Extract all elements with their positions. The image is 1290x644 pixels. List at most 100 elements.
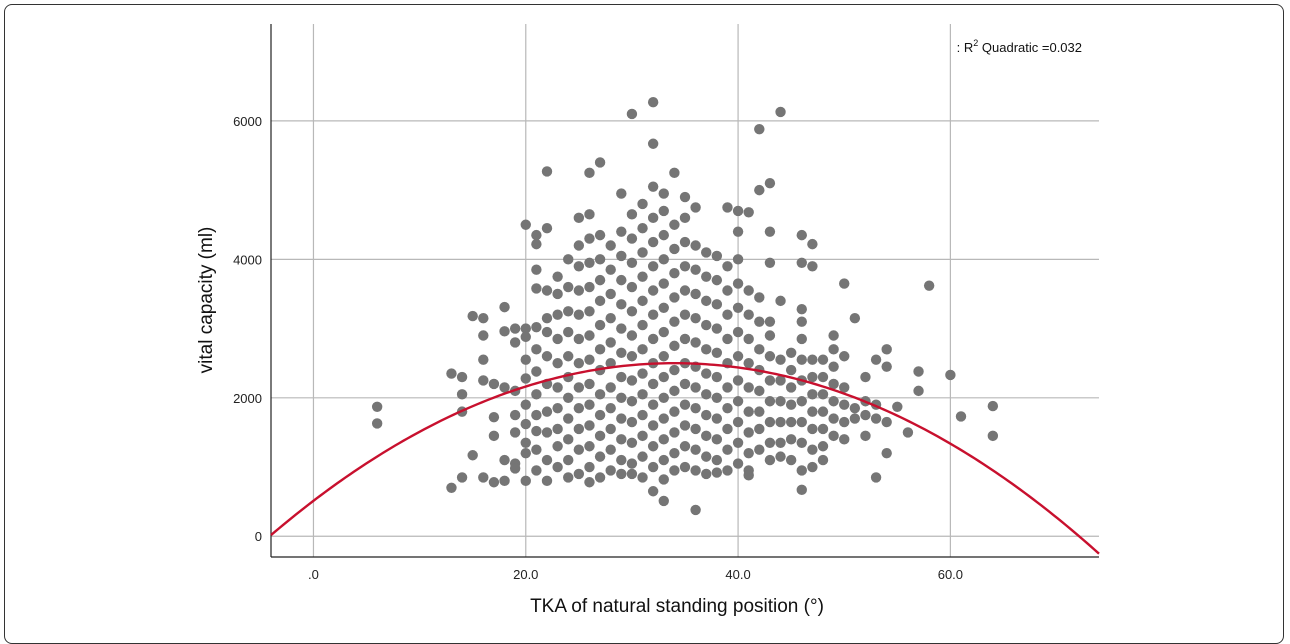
data-point: [743, 333, 754, 345]
data-point: [584, 257, 595, 269]
data-point: [647, 236, 659, 248]
data-point: [764, 226, 776, 237]
data-point: [732, 351, 744, 362]
data-point: [637, 344, 648, 355]
data-point: [839, 416, 850, 428]
data-point: [860, 371, 871, 383]
data-point: [584, 354, 595, 365]
data-point: [552, 333, 563, 345]
data-point: [626, 375, 638, 386]
data-point: [637, 389, 648, 400]
data-point: [616, 434, 627, 445]
tick-labels: .0 20.0 40.0 60.0 0 2000 4000 6000: [233, 114, 963, 582]
data-point: [669, 219, 680, 230]
data-point: [626, 306, 638, 317]
data-point: [701, 295, 712, 307]
data-point: [541, 406, 553, 417]
data-point: [754, 385, 765, 397]
data-point: [796, 303, 807, 315]
data-point: [913, 385, 924, 397]
x-tick-label: 40.0: [725, 567, 750, 582]
data-point: [669, 167, 680, 179]
data-point: [626, 458, 638, 469]
data-point: [870, 472, 882, 483]
data-point: [616, 274, 627, 286]
data-point: [743, 447, 754, 459]
data-point: [743, 427, 754, 438]
data-point: [647, 97, 659, 108]
data-point: [817, 423, 829, 435]
data-point: [637, 247, 648, 258]
data-point: [828, 413, 839, 424]
data-point: [743, 357, 754, 369]
data-point: [488, 477, 500, 488]
data-point: [669, 364, 680, 376]
data-point: [616, 454, 627, 466]
data-point: [509, 427, 521, 438]
data-point: [658, 474, 669, 485]
data-point: [690, 504, 701, 516]
data-point: [499, 301, 510, 313]
data-point: [637, 271, 648, 282]
data-point: [488, 411, 500, 423]
data-point: [839, 382, 850, 393]
data-point: [732, 278, 744, 289]
data-point: [849, 312, 861, 324]
data-point: [743, 309, 754, 320]
data-point: [626, 257, 638, 269]
data-point: [817, 454, 829, 466]
data-point: [616, 413, 627, 424]
data-point: [647, 333, 659, 345]
data-point: [754, 423, 765, 435]
data-point: [796, 316, 807, 327]
data-point: [785, 434, 797, 445]
data-point: [701, 247, 712, 258]
data-point: [456, 389, 468, 400]
data-point: [605, 423, 616, 435]
data-point: [541, 285, 553, 296]
data-point: [605, 444, 616, 455]
data-point: [658, 392, 669, 403]
data-point: [499, 454, 510, 466]
data-point: [775, 437, 786, 448]
data-point: [658, 229, 669, 241]
x-tick-label: 20.0: [513, 567, 538, 582]
data-point: [722, 444, 733, 455]
data-point: [849, 402, 861, 414]
data-point: [616, 226, 627, 237]
data-point: [531, 409, 542, 421]
data-point: [584, 306, 595, 317]
data-point: [594, 472, 606, 483]
data-point: [711, 454, 723, 466]
fit-curve-group: [270, 361, 1100, 555]
data-point: [711, 371, 723, 383]
data-point: [807, 389, 818, 400]
data-point: [605, 264, 616, 275]
data-point: [711, 392, 723, 403]
data-point: [711, 250, 723, 262]
data-point: [573, 333, 585, 345]
data-point: [594, 389, 606, 400]
data-point: [499, 475, 510, 487]
data-point: [817, 354, 829, 365]
data-point: [785, 382, 797, 393]
data-point: [796, 437, 807, 448]
data-point: [478, 312, 489, 324]
data-point: [955, 411, 967, 422]
data-point: [658, 278, 669, 289]
data-point: [637, 472, 648, 483]
data-point: [743, 207, 754, 218]
data-point: [584, 461, 595, 473]
data-point: [371, 418, 383, 429]
data-point: [541, 351, 553, 362]
data-point: [690, 288, 701, 300]
data-point: [552, 423, 563, 435]
data-point: [573, 444, 585, 455]
data-point: [509, 337, 521, 348]
data-point: [594, 430, 606, 442]
data-point: [647, 378, 659, 390]
data-point: [584, 330, 595, 341]
data-point: [690, 382, 701, 393]
data-point: [594, 229, 606, 241]
data-point: [520, 373, 531, 384]
